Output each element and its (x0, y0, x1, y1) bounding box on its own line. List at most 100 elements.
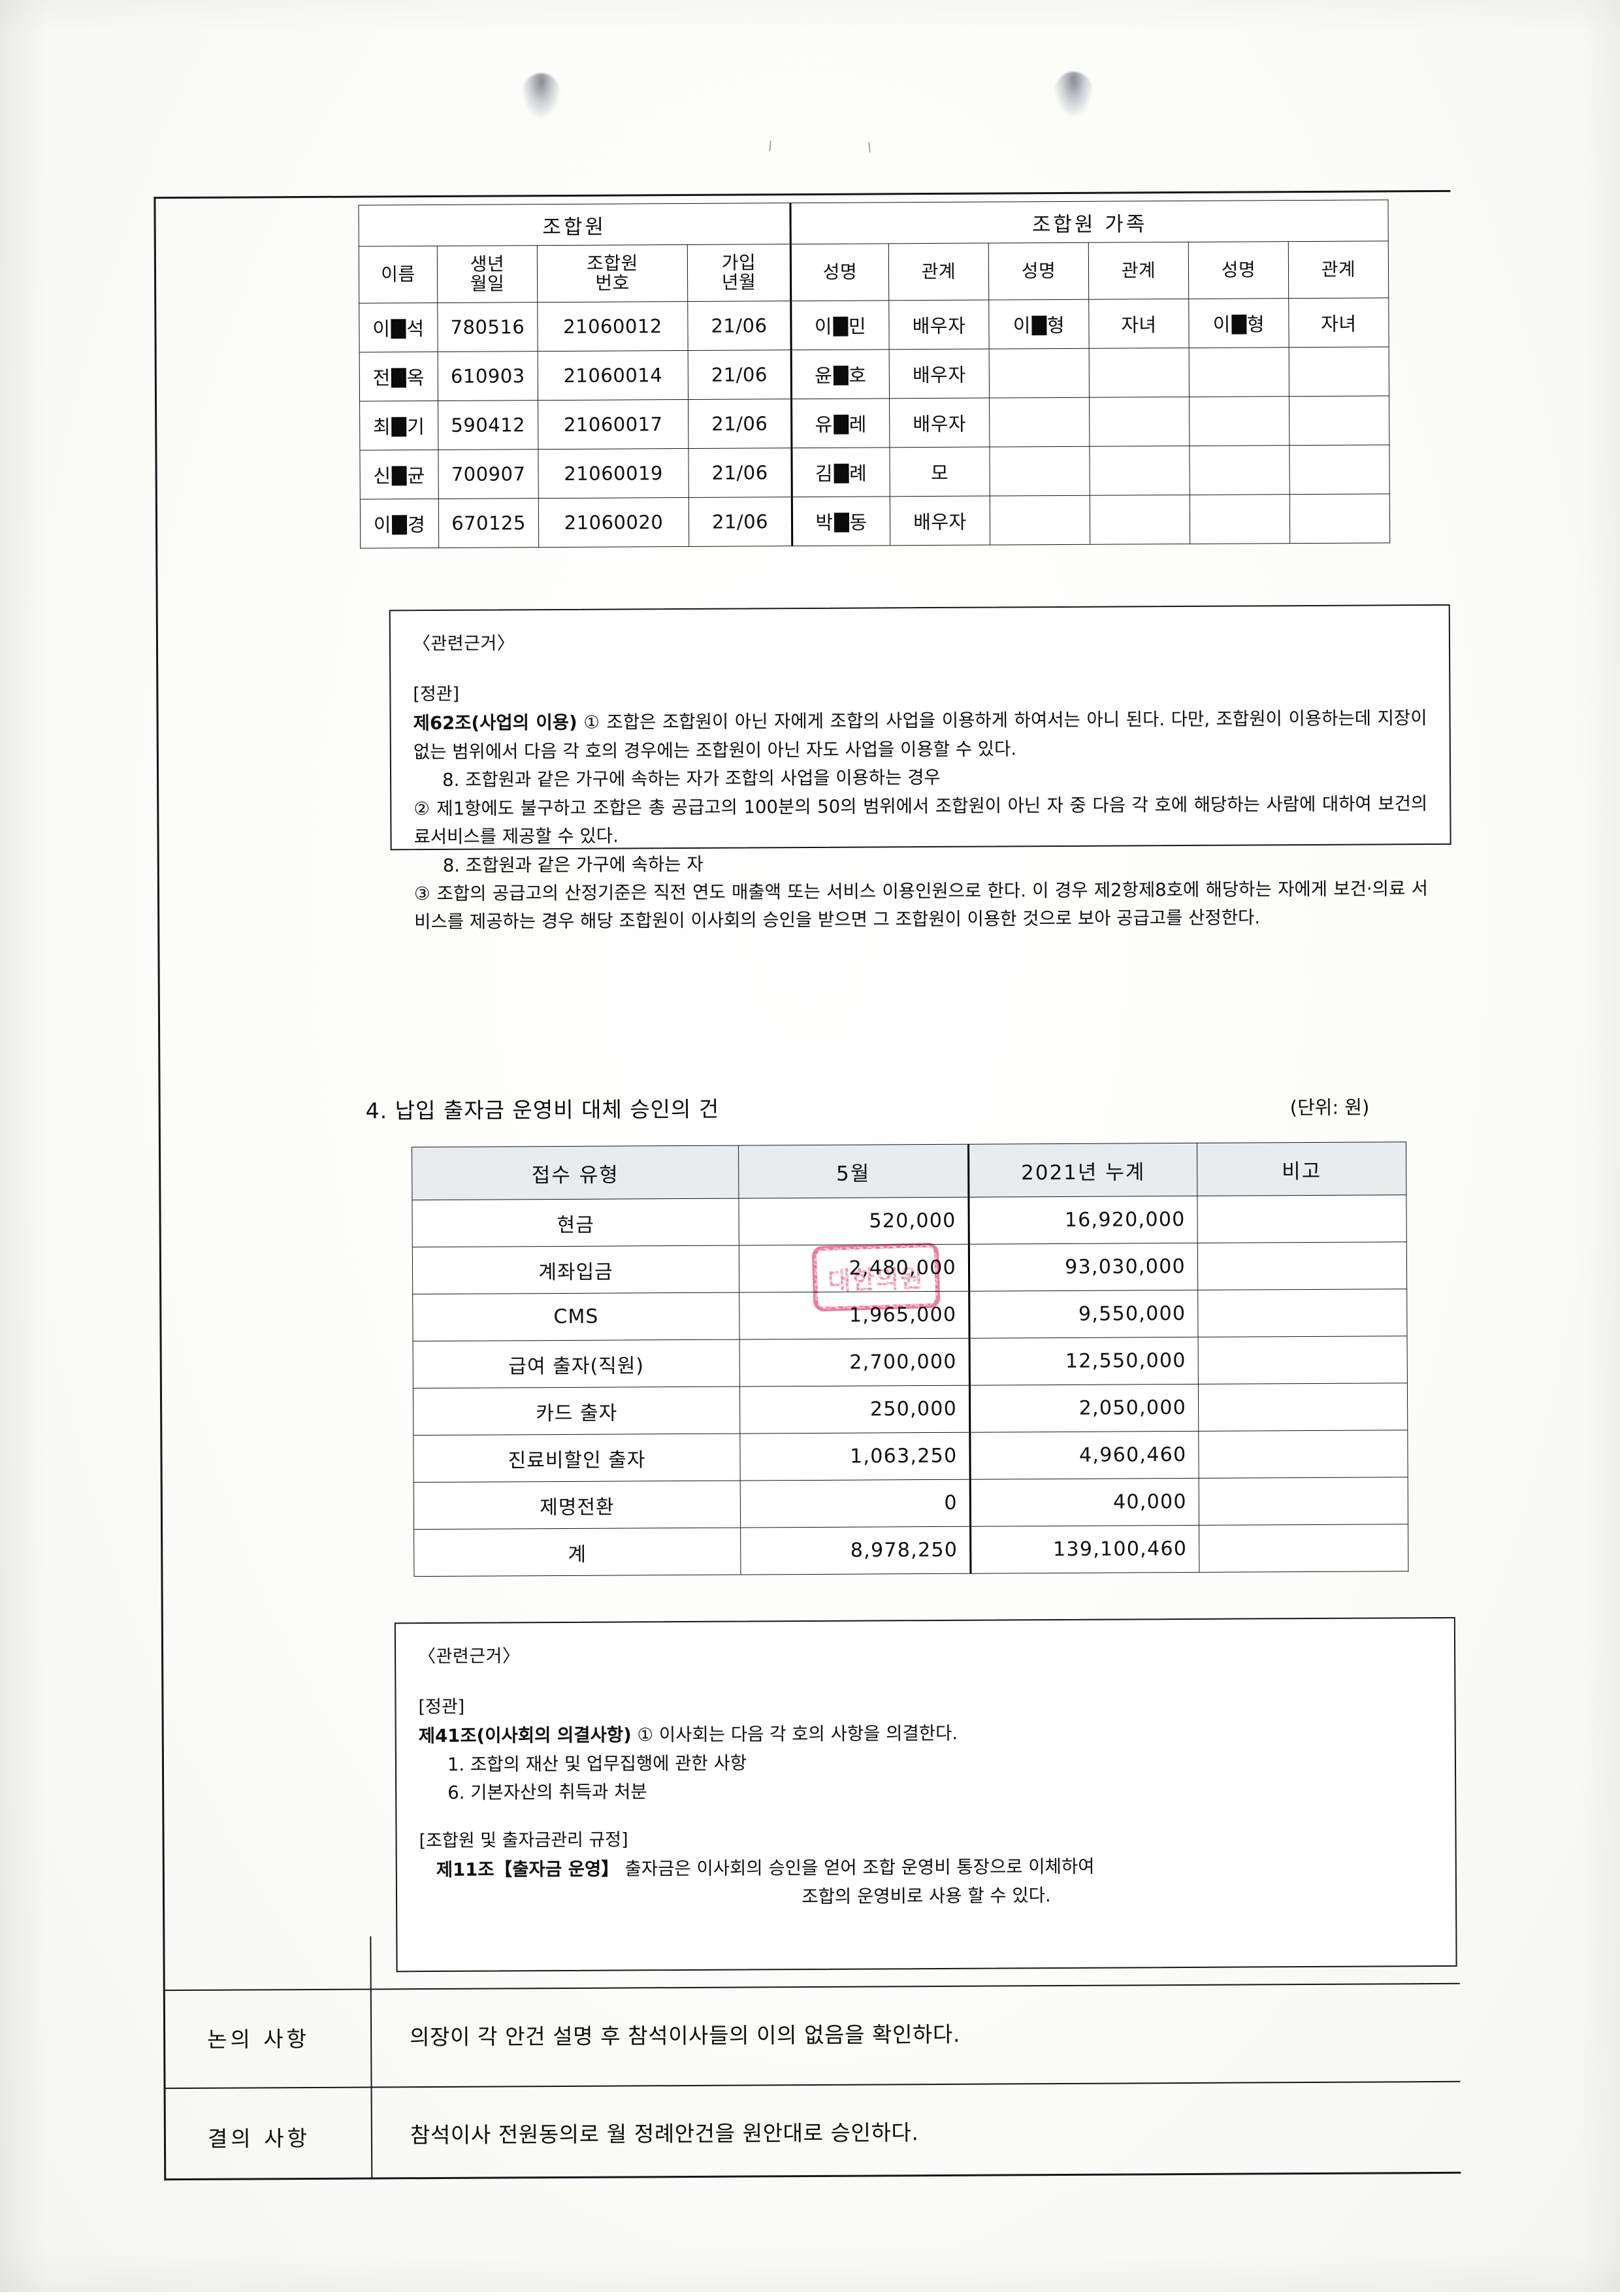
cell-receipt-type: 제명전환 (413, 1481, 741, 1530)
reference-item-6: 6. 기본자산의 취득과 처분 (447, 1781, 647, 1804)
table-row: 최 기 590412 21060017 21/06 유 레 배우자 (359, 395, 1389, 451)
col-header-family2-relation: 관계 (1088, 242, 1189, 300)
cell-family3-relation (1289, 346, 1389, 397)
group-header-member: 조합원 (358, 203, 791, 247)
reference-source-2: [조합원 및 출자금관리 규정] (419, 1829, 628, 1851)
col-header-family3-relation: 관계 (1288, 240, 1389, 299)
cell-member-no: 21060012 (537, 301, 688, 352)
cell-birth: 700907 (438, 449, 539, 499)
cell-join-date: 21/06 (688, 399, 792, 449)
col-header-receipt-type: 접수 유형 (412, 1145, 739, 1200)
col-header-ytd: 2021년 누계 (968, 1143, 1197, 1198)
col-header-birth: 생년 월일 (437, 245, 538, 303)
cell-memo (1198, 1430, 1408, 1479)
cell-ytd-amount: 9,550,000 (969, 1290, 1199, 1339)
reference-article-2: ② 제1항에도 불구하고 조합은 총 공급고의 100분의 50의 범위에서 조… (413, 793, 1428, 848)
cell-ytd-amount: 40,000 (970, 1478, 1199, 1527)
article-body: ① 이사회는 다음 각 호의 사항을 의결한다. (637, 1723, 958, 1746)
cell-receipt-type: 현금 (412, 1198, 739, 1247)
cell-may-amount: 520,000 (738, 1197, 969, 1246)
cell-family2-relation (1090, 495, 1190, 545)
redaction-block (391, 319, 406, 339)
contribution-table-body: 현금 520,000 16,920,000 계좌입금 2,480,000 93,030,0… (412, 1194, 1408, 1577)
reference-tag: 〈관련근거〉 (418, 1646, 521, 1667)
section-4-unit-label: (단위: 원) (1289, 1096, 1370, 1119)
scan-speck (769, 140, 771, 152)
redaction-block (834, 463, 849, 484)
cell-family2-name (989, 397, 1090, 448)
col-header-family3-name: 성명 (1188, 241, 1289, 299)
cell-ytd-amount: 12,550,000 (969, 1337, 1199, 1386)
member-table-body: 이 석 780516 21060012 21/06 이 민 배우자 이 형 자녀 이 형 자녀 전 옥 6109… (359, 297, 1390, 549)
cell-birth: 590412 (438, 400, 538, 450)
article-number: 제41조(이사회의 의결사항) (418, 1724, 632, 1747)
table-row: 전 옥 610903 21060014 21/06 윤 호 배우자 (359, 346, 1389, 402)
contribution-table-header-row: 접수 유형 5월 2021년 누계 비고 (412, 1141, 1406, 1200)
cell-memo (1198, 1383, 1408, 1432)
cell-may-amount: 2,700,000 (739, 1338, 970, 1387)
cell-family3-name (1189, 396, 1289, 446)
cell-may-amount: 250,000 (739, 1385, 970, 1434)
table-row: 카드 출자 250,000 2,050,000 (413, 1383, 1408, 1435)
col-header-family1-relation: 관계 (888, 243, 989, 301)
legal-reference-box-2: 〈관련근거〉 [정관] 제41조(이사회의 의결사항) ① 이사회는 다음 각 … (394, 1616, 1457, 1973)
cell-family3-name (1189, 347, 1289, 397)
cell-may-amount: 0 (740, 1479, 971, 1528)
cell-family2-relation: 자녀 (1088, 299, 1190, 349)
cell-family2-name (989, 348, 1090, 399)
cell-memo (1197, 1288, 1408, 1337)
reference-source-1: [정관] (418, 1696, 465, 1717)
frame-top-border (154, 189, 1451, 199)
member-table-group-header-row: 조합원 조합원 가족 (358, 199, 1389, 247)
frame-bottom-border (164, 2171, 1461, 2181)
redaction-block (833, 414, 849, 435)
table-row: 진료비할인 출자 1,063,250 4,960,460 (413, 1430, 1408, 1483)
reference-tag: 〈관련근거〉 (412, 633, 515, 655)
table-row: 제명전환 0 40,000 (413, 1477, 1408, 1530)
cell-join-date: 21/06 (688, 497, 792, 547)
member-table: 조합원 조합원 가족 이름 생년 월일 조합원 번호 가입 년월 성명 관계 성명 관… (358, 199, 1391, 549)
cell-family2-relation (1089, 446, 1190, 496)
col-header-may: 5월 (738, 1144, 969, 1199)
punch-hole-left-icon (521, 73, 562, 120)
redaction-block (391, 368, 406, 388)
table-row: 이 경 670125 21060020 21/06 박 동 배우자 (360, 493, 1390, 549)
reference-article-3: ③ 조합의 공급고의 산정기준은 직전 연도 매출액 또는 서비스 이용인원으로… (413, 877, 1429, 933)
col-header-family2-name: 성명 (988, 242, 1089, 301)
cell-may-amount: 8,978,250 (740, 1526, 971, 1575)
cell-family2-name (989, 446, 1090, 497)
footer-divider-2 (163, 2080, 1461, 2090)
cell-birth: 610903 (438, 351, 538, 401)
reference-article-1: 제62조(사업의 이용) ① 조합은 조합원이 아닌 자에게 조합의 사업을 이… (413, 704, 1427, 766)
cell-receipt-type: 계 (413, 1528, 741, 1577)
cell-receipt-type: CMS (412, 1292, 740, 1341)
article-number: 제11조【출자금 운영】 (436, 1858, 619, 1881)
cell-family1-relation: 배우자 (889, 349, 990, 399)
table-row: CMS 1,965,000 9,550,000 (412, 1288, 1408, 1341)
cell-memo (1197, 1241, 1407, 1290)
col-header-join-date: 가입 년월 (687, 244, 791, 302)
col-header-name: 이름 (359, 246, 438, 304)
redaction-block (1031, 316, 1047, 336)
cell-family3-relation: 자녀 (1288, 297, 1389, 348)
table-row: 급여 출자(직원) 2,700,000 12,550,000 (413, 1336, 1408, 1388)
redaction-block (391, 417, 407, 437)
reference-article-11-cont: 조합의 운영비로 사용 할 수 있다. (802, 1884, 1051, 1907)
cell-memo (1198, 1336, 1408, 1385)
cell-join-date: 21/06 (688, 448, 792, 498)
cell-ytd-amount: 16,920,000 (968, 1196, 1198, 1245)
footer-divider-vertical (370, 1988, 373, 2179)
scan-speck (868, 142, 871, 153)
redaction-block (1231, 314, 1247, 335)
cell-member-no: 21060020 (538, 497, 689, 548)
cell-ytd-amount: 4,960,460 (969, 1431, 1199, 1480)
col-header-member-no: 조합원 번호 (537, 244, 688, 303)
cell-birth: 670125 (438, 498, 539, 548)
redaction-block (391, 466, 407, 486)
